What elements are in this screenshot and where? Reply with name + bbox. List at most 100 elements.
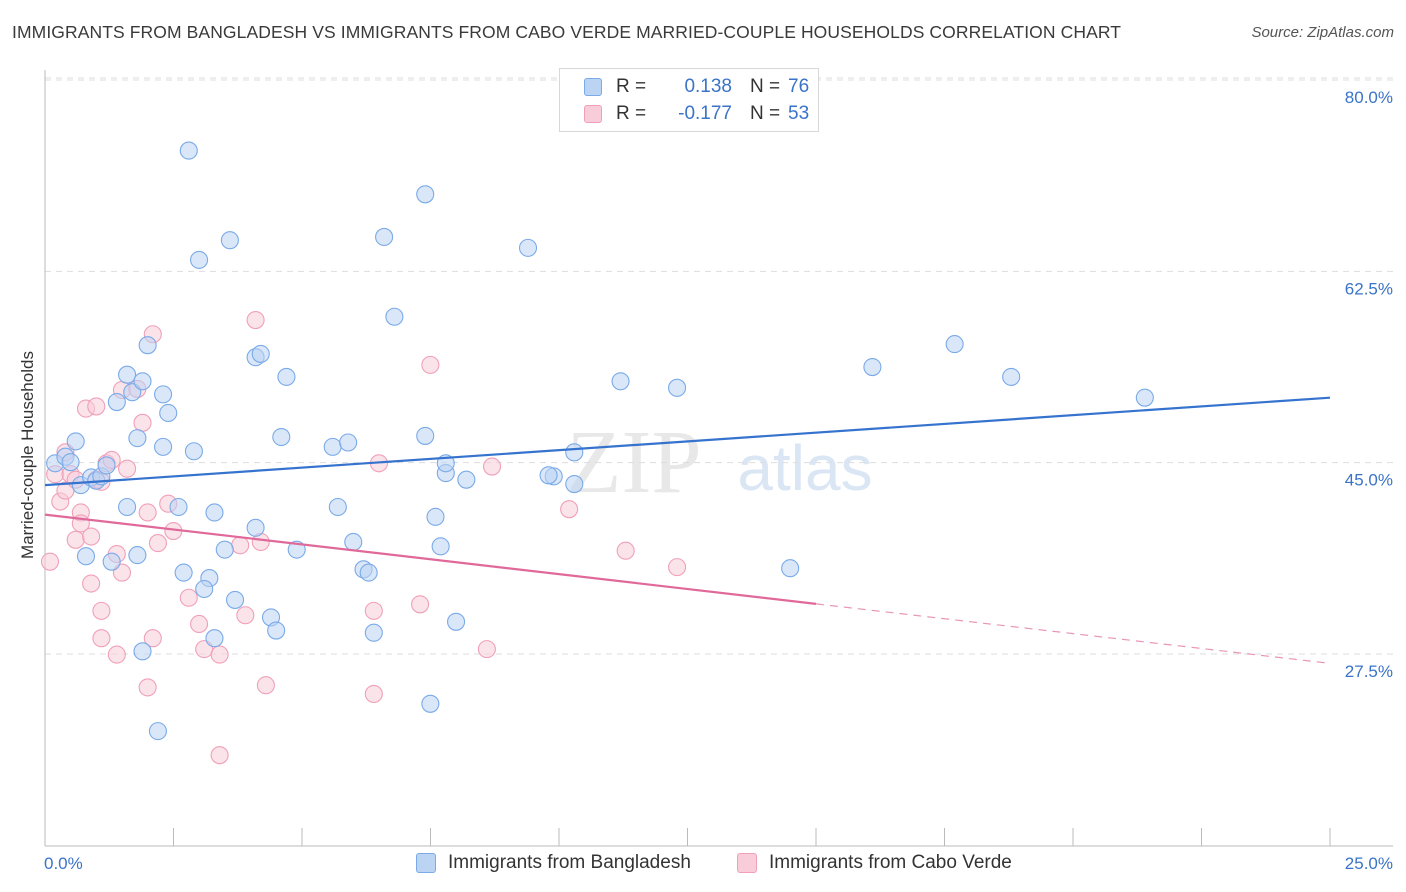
bottom-legend-label-bangladesh: Immigrants from Bangladesh	[448, 852, 691, 873]
legend-row-bangladesh: R = 0.138 N = 76	[584, 75, 809, 99]
point-bangladesh	[138, 336, 157, 355]
point-bangladesh	[359, 563, 378, 582]
point-bangladesh	[215, 540, 234, 559]
point-bangladesh	[220, 231, 239, 250]
point-cabo-verde	[40, 552, 60, 571]
point-bangladesh	[251, 344, 270, 363]
point-cabo-verde	[411, 595, 430, 614]
point-bangladesh	[225, 590, 245, 609]
y-tick-labels: 80.0% 62.5% 45.0% 27.5%	[1345, 88, 1393, 681]
point-bangladesh	[118, 497, 137, 517]
point-bangladesh	[323, 437, 342, 456]
point-bangladesh	[426, 507, 445, 526]
trend-lines	[44, 396, 1331, 664]
point-bangladesh	[66, 432, 85, 451]
point-bangladesh	[148, 722, 167, 741]
point-cabo-verde	[246, 310, 265, 330]
point-bangladesh	[190, 250, 209, 269]
point-bangladesh	[364, 623, 383, 642]
point-bangladesh	[385, 307, 404, 326]
trend-line-cabo-verde	[44, 513, 817, 605]
legend-r-label: R =	[616, 103, 647, 124]
point-bangladesh	[97, 456, 116, 475]
point-bangladesh	[154, 385, 173, 404]
point-bangladesh	[611, 372, 630, 391]
legend-r-value: 0.138	[684, 76, 732, 97]
point-cabo-verde	[148, 534, 167, 553]
point-cabo-verde	[231, 536, 250, 555]
x-tick-min: 0.0%	[44, 854, 83, 873]
point-bangladesh	[565, 443, 584, 462]
point-bangladesh	[128, 429, 147, 448]
legend-row-cabo-verde: R = -0.177 N = 53	[584, 102, 809, 126]
point-bangladesh	[76, 547, 96, 566]
point-cabo-verde	[92, 601, 111, 620]
point-cabo-verde	[179, 588, 198, 607]
point-cabo-verde	[82, 527, 101, 546]
point-bangladesh	[518, 238, 538, 257]
point-cabo-verde	[210, 645, 229, 664]
point-bangladesh	[61, 453, 80, 472]
point-bangladesh	[457, 470, 476, 489]
point-bangladesh	[781, 559, 800, 578]
correlation-legend: R = 0.138 N = 76 R = -0.177 N = 53	[559, 68, 819, 132]
point-cabo-verde	[482, 457, 502, 476]
point-bangladesh	[668, 378, 687, 397]
point-bangladesh	[102, 552, 121, 571]
point-bangladesh	[205, 503, 224, 522]
y-tick-label: 45.0%	[1345, 471, 1393, 490]
point-cabo-verde	[66, 530, 85, 549]
point-bangladesh	[1135, 388, 1154, 407]
bottom-swatch-bangladesh	[416, 853, 436, 873]
point-cabo-verde	[616, 541, 635, 560]
point-bangladesh	[287, 540, 306, 559]
point-cabo-verde	[138, 678, 157, 697]
legend-r-label: R =	[616, 76, 647, 97]
point-cabo-verde	[236, 606, 255, 625]
point-bangladesh	[539, 466, 558, 485]
point-cabo-verde	[82, 574, 101, 593]
y-tick-label: 27.5%	[1345, 662, 1393, 681]
point-cabo-verde	[138, 503, 157, 522]
point-bangladesh	[328, 497, 347, 517]
source-label: Source: ZipAtlas.com	[1251, 24, 1394, 41]
point-bangladesh	[447, 612, 466, 631]
point-cabo-verde	[87, 397, 106, 416]
point-cabo-verde	[364, 601, 383, 620]
point-bangladesh	[179, 141, 198, 160]
point-bangladesh	[174, 563, 193, 582]
point-cabo-verde	[210, 746, 229, 765]
bottom-swatch-cabo-verde	[737, 853, 757, 873]
point-cabo-verde	[256, 676, 275, 695]
legend-n-value: 53	[788, 103, 810, 124]
trend-line-cabo-verde-extension	[815, 603, 1331, 664]
y-tick-label: 80.0%	[1345, 88, 1393, 107]
point-bangladesh	[416, 426, 435, 445]
point-bangladesh	[1002, 367, 1021, 386]
point-bangladesh	[339, 433, 358, 452]
watermark-atlas: atlas	[737, 432, 872, 504]
gridlines	[45, 77, 1393, 655]
point-bangladesh	[267, 621, 286, 640]
point-bangladesh	[133, 372, 152, 391]
point-bangladesh	[118, 365, 137, 384]
points-bangladesh	[46, 141, 1154, 741]
point-bangladesh	[344, 532, 363, 552]
point-bangladesh	[246, 518, 265, 537]
bottom-legend-bangladesh: Immigrants from Bangladesh	[416, 852, 691, 874]
point-bangladesh	[421, 694, 440, 713]
point-cabo-verde	[477, 640, 496, 659]
point-bangladesh	[128, 546, 147, 565]
point-cabo-verde	[107, 645, 126, 664]
point-bangladesh	[272, 427, 291, 447]
legend-swatch-cabo-verde	[584, 105, 602, 123]
bottom-legend-cabo-verde: Immigrants from Cabo Verde	[737, 852, 1012, 874]
point-bangladesh	[375, 227, 394, 246]
point-cabo-verde	[190, 614, 209, 634]
point-bangladesh	[184, 442, 203, 461]
axes	[44, 70, 1393, 847]
x-tick-max: 25.0%	[1345, 854, 1393, 873]
legend-swatch-bangladesh	[584, 78, 602, 96]
point-cabo-verde	[118, 459, 137, 478]
point-cabo-verde	[364, 684, 383, 704]
